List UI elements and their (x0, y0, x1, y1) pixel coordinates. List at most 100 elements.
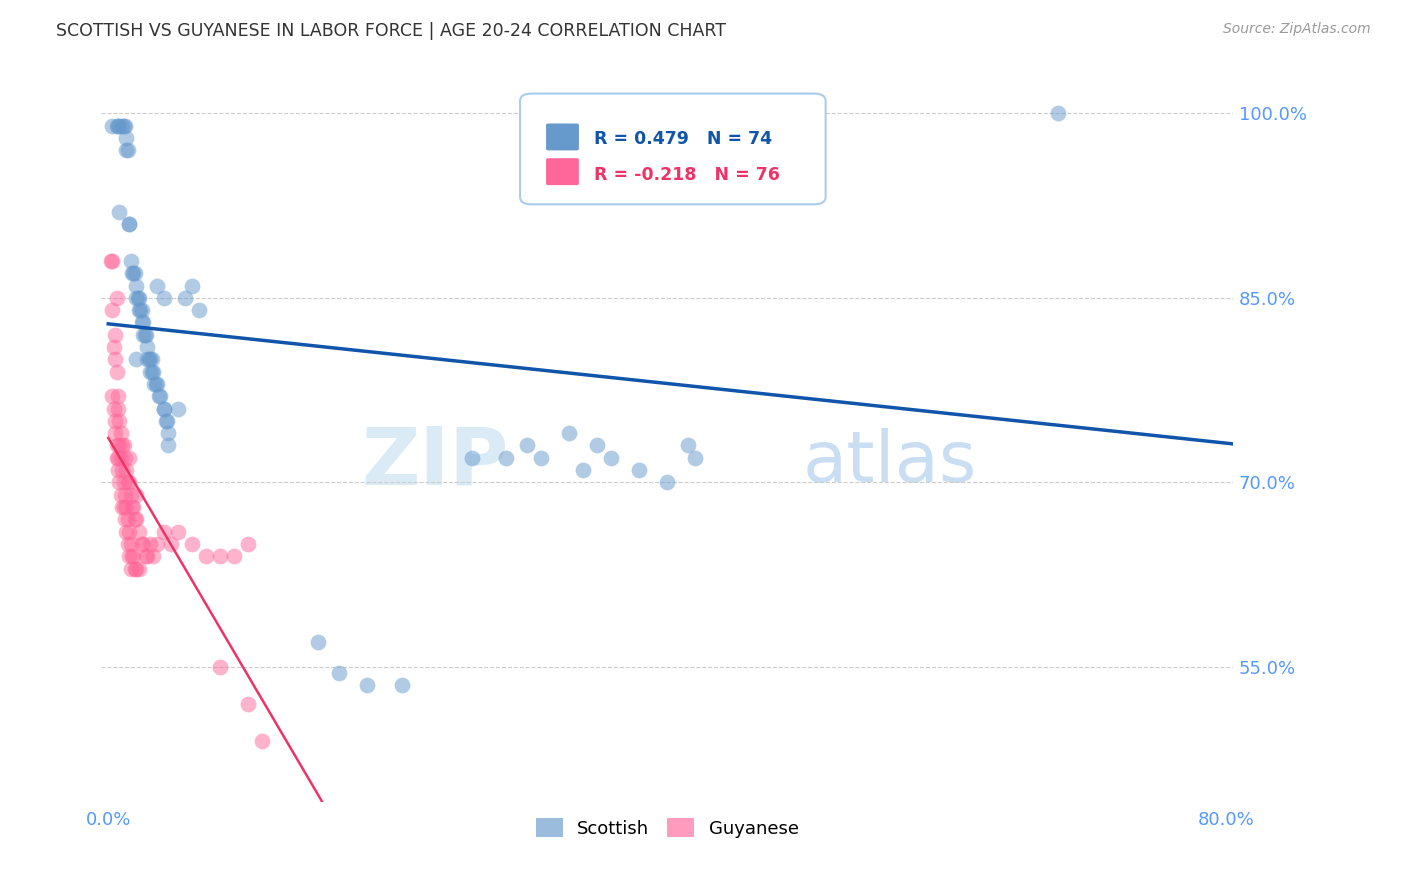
Point (135, 327, 157, 342)
Point (105, 450, 128, 465)
Point (110, 426, 132, 441)
Point (125, 291, 148, 305)
Point (120, 488, 142, 502)
Text: atlas: atlas (803, 428, 977, 497)
Point (124, 266, 146, 280)
Point (174, 291, 197, 305)
Point (122, 549, 145, 564)
Point (118, 450, 141, 465)
Point (125, 352, 148, 367)
Legend: Scottish, Guyanese: Scottish, Guyanese (529, 811, 806, 845)
Point (153, 291, 176, 305)
Point (122, 266, 145, 280)
Point (107, 119, 129, 133)
Text: ZIP: ZIP (361, 424, 509, 501)
Point (600, 450, 623, 465)
Point (139, 537, 162, 551)
Point (114, 450, 136, 465)
Point (117, 537, 139, 551)
Point (112, 119, 135, 133)
Point (105, 291, 128, 305)
Point (195, 549, 218, 564)
Point (108, 438, 131, 452)
Point (134, 327, 156, 342)
Point (120, 254, 142, 268)
Point (136, 549, 159, 564)
Point (107, 450, 129, 465)
Point (104, 352, 127, 367)
Point (136, 340, 159, 354)
Point (114, 119, 136, 133)
FancyBboxPatch shape (546, 123, 579, 151)
Point (328, 666, 350, 681)
Point (139, 365, 162, 379)
Point (111, 463, 134, 477)
Point (146, 278, 169, 293)
Point (118, 217, 141, 231)
Point (114, 488, 136, 502)
Point (115, 500, 138, 514)
Point (118, 475, 141, 490)
Point (572, 463, 595, 477)
Point (139, 352, 162, 367)
Point (657, 475, 679, 490)
Point (683, 450, 706, 465)
Point (115, 524, 138, 539)
Point (145, 376, 167, 391)
Point (157, 426, 180, 441)
Point (141, 352, 163, 367)
Point (236, 537, 259, 551)
Point (105, 119, 128, 133)
Point (105, 365, 128, 379)
Point (120, 561, 142, 575)
Point (125, 488, 148, 502)
Point (115, 463, 138, 477)
Point (143, 376, 166, 391)
Point (122, 500, 145, 514)
Point (181, 278, 204, 293)
Point (128, 524, 150, 539)
Point (108, 475, 131, 490)
Point (118, 217, 141, 231)
Point (391, 678, 413, 692)
Point (142, 549, 165, 564)
Point (100, 254, 122, 268)
Point (108, 204, 131, 219)
Point (111, 119, 134, 133)
Point (628, 463, 651, 477)
Point (131, 303, 153, 318)
Point (157, 438, 180, 452)
Text: R = 0.479   N = 74: R = 0.479 N = 74 (593, 130, 772, 148)
Point (131, 537, 153, 551)
Point (307, 635, 329, 649)
Point (118, 524, 141, 539)
Point (108, 414, 131, 428)
Point (146, 537, 169, 551)
Point (188, 303, 211, 318)
Point (111, 500, 134, 514)
Point (208, 660, 231, 674)
Point (101, 389, 124, 403)
Point (114, 512, 136, 526)
Point (131, 315, 153, 329)
Point (356, 678, 378, 692)
Point (129, 303, 152, 318)
Point (108, 119, 131, 133)
Point (155, 414, 177, 428)
Point (115, 131, 138, 145)
Point (460, 450, 482, 465)
Point (1047, 106, 1070, 120)
Point (101, 119, 124, 133)
Point (495, 450, 517, 465)
Point (118, 549, 141, 564)
Point (121, 500, 143, 514)
Point (101, 303, 124, 318)
Point (148, 389, 170, 403)
Point (104, 327, 127, 342)
Point (676, 438, 699, 452)
Point (107, 401, 129, 416)
Point (208, 549, 231, 564)
Point (105, 438, 128, 452)
Point (132, 315, 155, 329)
Point (107, 389, 129, 403)
